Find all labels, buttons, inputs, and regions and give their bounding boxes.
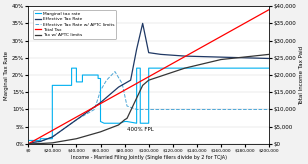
- Marginal tax rate: [99, 77, 102, 79]
- Marginal tax rate: [125, 121, 129, 123]
- Marginal tax rate: [70, 67, 73, 69]
- Tax w/ APTC limits: [183, 67, 187, 69]
- Effective Tax Rate: [147, 52, 151, 54]
- Marginal tax rate: [147, 67, 151, 69]
- Legend: Marginal tax rate, Effective Tax Rate, Effective Tax Rate w/ APTC limits, Total : Marginal tax rate, Effective Tax Rate, E…: [33, 10, 116, 39]
- Marginal tax rate: [135, 67, 139, 69]
- Tax w/ APTC limits: [123, 119, 127, 121]
- Marginal tax rate: [159, 67, 163, 69]
- Marginal tax rate: [51, 84, 54, 86]
- Effective Tax Rate: [75, 119, 78, 121]
- Marginal tax rate: [38, 138, 42, 140]
- Line: Tax w/ APTC limits: Tax w/ APTC limits: [28, 54, 269, 144]
- Effective Tax Rate w/ APTC limits: [125, 105, 129, 107]
- Effective Tax Rate w/ APTC limits: [105, 79, 108, 81]
- Effective Tax Rate w/ APTC limits: [99, 90, 102, 92]
- Effective Tax Rate w/ APTC limits: [195, 108, 199, 110]
- Marginal tax rate: [135, 122, 139, 124]
- Tax w/ APTC limits: [267, 53, 271, 55]
- Effective Tax Rate w/ APTC limits: [113, 71, 117, 72]
- Tax w/ APTC limits: [147, 79, 151, 81]
- Effective Tax Rate: [243, 57, 247, 59]
- Effective Tax Rate: [51, 136, 54, 138]
- Y-axis label: Total Income Tax Paid: Total Income Tax Paid: [299, 45, 304, 105]
- Effective Tax Rate: [123, 83, 127, 85]
- Effective Tax Rate: [141, 22, 144, 24]
- Effective Tax Rate: [135, 48, 139, 50]
- Effective Tax Rate: [183, 55, 187, 57]
- Tax w/ APTC limits: [99, 131, 102, 133]
- Tax w/ APTC limits: [125, 117, 129, 119]
- Tax w/ APTC limits: [38, 143, 42, 144]
- Effective Tax Rate w/ APTC limits: [267, 108, 271, 110]
- Effective Tax Rate: [99, 102, 102, 103]
- Line: Marginal tax rate: Marginal tax rate: [28, 68, 269, 140]
- Y-axis label: Marginal Tax Rate: Marginal Tax Rate: [4, 51, 9, 100]
- Marginal tax rate: [38, 139, 42, 141]
- Effective Tax Rate: [207, 56, 211, 58]
- Marginal tax rate: [159, 67, 163, 69]
- Marginal tax rate: [99, 121, 102, 123]
- Marginal tax rate: [96, 77, 100, 79]
- Effective Tax Rate: [32, 141, 36, 143]
- Marginal tax rate: [70, 84, 73, 86]
- Marginal tax rate: [75, 67, 78, 69]
- Marginal tax rate: [99, 121, 102, 123]
- Line: Effective Tax Rate: Effective Tax Rate: [28, 23, 269, 144]
- Tax w/ APTC limits: [75, 138, 78, 140]
- Marginal tax rate: [183, 67, 187, 69]
- Marginal tax rate: [147, 122, 151, 124]
- X-axis label: Income - Married Filing Jointly (Single filers divide by 2 for TCJA): Income - Married Filing Jointly (Single …: [71, 155, 227, 160]
- Effective Tax Rate: [117, 86, 120, 88]
- Tax w/ APTC limits: [219, 59, 223, 61]
- Effective Tax Rate w/ APTC limits: [120, 83, 124, 85]
- Line: Effective Tax Rate w/ APTC limits: Effective Tax Rate w/ APTC limits: [28, 72, 269, 144]
- Marginal tax rate: [96, 74, 100, 76]
- Effective Tax Rate: [267, 58, 271, 60]
- Marginal tax rate: [75, 81, 78, 83]
- Marginal tax rate: [267, 67, 271, 69]
- Marginal tax rate: [55, 84, 59, 86]
- Text: 400% FPL: 400% FPL: [127, 127, 154, 132]
- Marginal tax rate: [26, 139, 30, 141]
- Marginal tax rate: [183, 67, 187, 69]
- Effective Tax Rate w/ APTC limits: [32, 141, 36, 143]
- Marginal tax rate: [138, 67, 142, 69]
- Effective Tax Rate w/ APTC limits: [147, 108, 151, 110]
- Marginal tax rate: [138, 122, 142, 124]
- Effective Tax Rate: [159, 53, 163, 55]
- Effective Tax Rate: [129, 79, 132, 81]
- Effective Tax Rate w/ APTC limits: [165, 108, 168, 110]
- Tax w/ APTC limits: [141, 84, 144, 86]
- Effective Tax Rate w/ APTC limits: [93, 108, 96, 110]
- Effective Tax Rate w/ APTC limits: [51, 136, 54, 138]
- Marginal tax rate: [123, 121, 127, 123]
- Tax w/ APTC limits: [51, 142, 54, 144]
- Tax w/ APTC limits: [26, 143, 30, 145]
- Effective Tax Rate w/ APTC limits: [135, 108, 139, 110]
- Effective Tax Rate w/ APTC limits: [75, 119, 78, 121]
- Marginal tax rate: [118, 122, 122, 124]
- Marginal tax rate: [81, 81, 84, 83]
- Effective Tax Rate: [26, 143, 30, 145]
- Marginal tax rate: [102, 122, 106, 124]
- Marginal tax rate: [55, 84, 59, 86]
- Effective Tax Rate w/ APTC limits: [26, 143, 30, 145]
- Effective Tax Rate w/ APTC limits: [38, 141, 42, 143]
- Marginal tax rate: [125, 121, 129, 123]
- Marginal tax rate: [118, 122, 122, 124]
- Marginal tax rate: [102, 122, 106, 124]
- Marginal tax rate: [81, 74, 84, 76]
- Marginal tax rate: [267, 67, 271, 69]
- Marginal tax rate: [51, 138, 54, 140]
- Tax w/ APTC limits: [125, 117, 129, 119]
- Effective Tax Rate: [38, 141, 42, 143]
- Tax w/ APTC limits: [117, 124, 120, 126]
- Marginal tax rate: [123, 121, 127, 123]
